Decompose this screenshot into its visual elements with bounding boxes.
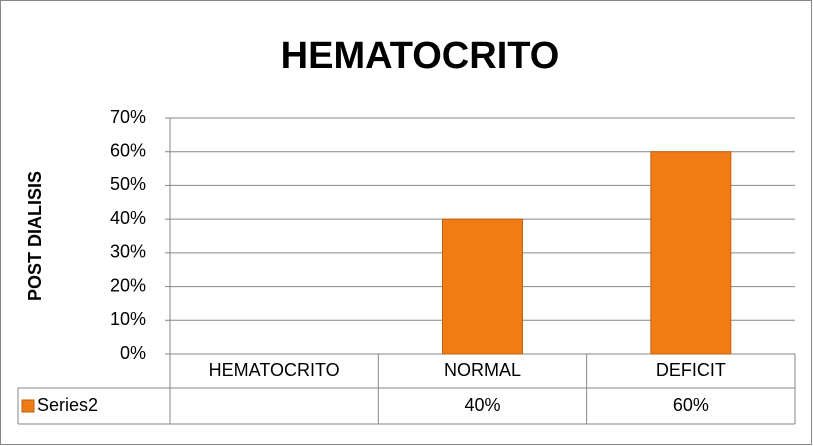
- y-tick-label: 0%: [120, 343, 146, 363]
- y-tick-label: 10%: [110, 309, 146, 329]
- x-tick-label: DEFICIT: [656, 360, 726, 380]
- legend-label: Series2: [37, 395, 98, 415]
- legend-key: [21, 399, 35, 413]
- data-table-value: 40%: [464, 395, 500, 415]
- x-tick-label: HEMATOCRITO: [209, 360, 340, 380]
- y-tick-label: 20%: [110, 275, 146, 295]
- y-tick-label: 30%: [110, 242, 146, 262]
- x-tick-label: NORMAL: [444, 360, 521, 380]
- y-tick-label: 70%: [110, 107, 146, 127]
- y-axis-label: POST DIALISIS: [25, 171, 45, 301]
- data-table-value: 60%: [673, 395, 709, 415]
- chart-title: HEMATOCRITO: [281, 35, 560, 77]
- bar: [650, 151, 732, 355]
- y-tick-label: 60%: [110, 140, 146, 160]
- y-tick-label: 40%: [110, 208, 146, 228]
- y-tick-label: 50%: [110, 174, 146, 194]
- bar: [442, 218, 523, 355]
